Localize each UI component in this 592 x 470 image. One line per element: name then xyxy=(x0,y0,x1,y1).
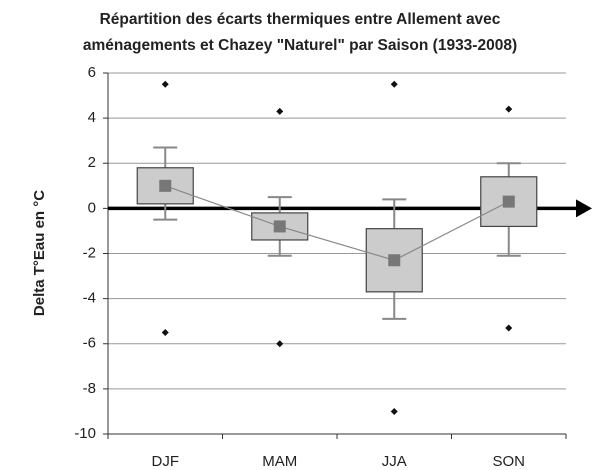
outlier xyxy=(390,80,398,88)
y-tick-label: -2 xyxy=(83,244,96,261)
mean-marker xyxy=(388,254,401,267)
y-tick-label: 6 xyxy=(88,64,96,81)
outlier xyxy=(276,107,284,115)
outlier xyxy=(390,407,398,415)
y-tick-label: -10 xyxy=(74,425,96,442)
outlier xyxy=(276,340,284,348)
mean-marker xyxy=(159,179,172,192)
y-axis-label: Delta T°Eau en °C xyxy=(31,190,48,316)
y-tick-label: -8 xyxy=(83,380,96,397)
mean-marker xyxy=(273,220,286,233)
y-tick-label: 0 xyxy=(88,199,96,216)
outlier xyxy=(505,105,513,113)
mean-line xyxy=(165,185,510,261)
outlier xyxy=(161,328,169,336)
y-tick-label: 2 xyxy=(88,154,96,171)
y-tick-label: -4 xyxy=(83,290,96,307)
outlier xyxy=(505,324,513,332)
outlier xyxy=(161,80,169,88)
x-tick-label: JJA xyxy=(382,453,407,470)
chart-title: aménagements et Chazey "Naturel" par Sai… xyxy=(83,37,517,54)
x-tick-label: DJF xyxy=(152,453,180,470)
mean-marker xyxy=(502,195,515,208)
x-tick-label: MAM xyxy=(262,453,297,470)
y-tick-label: 4 xyxy=(88,109,96,126)
y-tick-label: -6 xyxy=(83,335,96,352)
zero-arrow xyxy=(576,199,592,218)
x-tick-label: SON xyxy=(492,453,525,470)
chart-title: Répartition des écarts thermiques entre … xyxy=(100,11,501,28)
